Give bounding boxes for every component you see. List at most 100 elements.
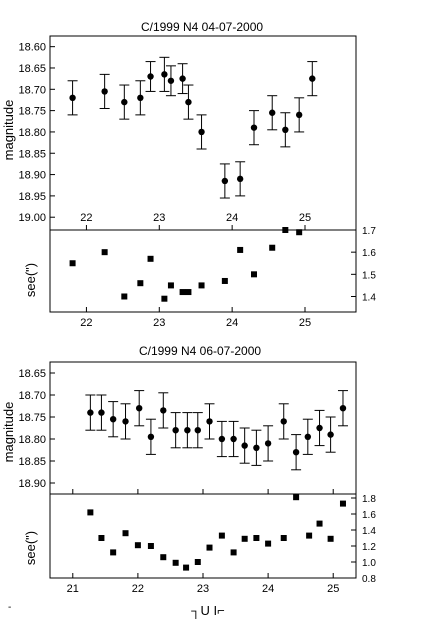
y-tick-label: 18.90 bbox=[18, 170, 46, 182]
data-point bbox=[265, 540, 272, 547]
data-point bbox=[206, 418, 213, 425]
y-tick-label: 18.70 bbox=[18, 390, 46, 402]
data-point bbox=[122, 530, 129, 537]
data-point bbox=[135, 405, 143, 412]
y-tick-label: 18.75 bbox=[18, 412, 46, 424]
data-point bbox=[282, 227, 289, 233]
footer-stray-mark: - bbox=[8, 602, 11, 613]
panel-3-ylabel: magnitude bbox=[1, 402, 16, 463]
data-point bbox=[282, 126, 289, 134]
y-tick-label: 18.95 bbox=[18, 191, 46, 203]
data-point bbox=[198, 128, 205, 136]
x-tick-label: 23 bbox=[197, 583, 209, 595]
data-point bbox=[280, 535, 287, 541]
panel-1-magnitude-04-07-2000: C/1999 N4 04-07-2000 magnitude 18.60 18.6… bbox=[1, 20, 357, 231]
y-tick-label: 1.2 bbox=[362, 542, 376, 553]
panel-3-frame bbox=[49, 361, 357, 495]
data-point bbox=[160, 554, 167, 561]
data-point bbox=[184, 427, 191, 434]
y-tick-label: 0.8 bbox=[362, 574, 376, 585]
x-tick-label: 22 bbox=[80, 212, 92, 224]
data-point bbox=[293, 494, 300, 501]
data-point bbox=[167, 77, 175, 84]
data-point bbox=[198, 282, 205, 289]
data-point bbox=[69, 94, 76, 102]
data-point bbox=[134, 542, 141, 549]
y-tick-label: 18.75 bbox=[18, 106, 46, 118]
data-point bbox=[121, 293, 128, 300]
x-tick-label: 22 bbox=[132, 583, 144, 595]
data-point bbox=[237, 246, 244, 253]
panel-3-magnitude-06-07-2000: C/1999 N4 06-07-2000 magnitude 18.65 18.7… bbox=[1, 344, 357, 495]
data-point bbox=[137, 94, 144, 102]
x-tick-label: 24 bbox=[262, 583, 274, 595]
x-tick-label: 21 bbox=[67, 583, 79, 595]
y-tick-label: 1.6 bbox=[362, 248, 376, 259]
data-point bbox=[137, 280, 144, 287]
data-point bbox=[292, 449, 300, 456]
data-point bbox=[327, 535, 334, 542]
data-point bbox=[327, 431, 334, 438]
data-point bbox=[185, 98, 192, 106]
data-point bbox=[218, 435, 226, 443]
data-point bbox=[316, 424, 323, 432]
data-point bbox=[109, 416, 117, 423]
data-point bbox=[121, 98, 128, 106]
data-point bbox=[147, 543, 154, 549]
data-point bbox=[309, 75, 316, 82]
data-point bbox=[98, 535, 105, 541]
y-tick-label: 18.65 bbox=[18, 63, 46, 75]
y-tick-label: 18.70 bbox=[18, 84, 46, 96]
data-point bbox=[147, 255, 154, 262]
panel-4-ylabel: see(") bbox=[23, 531, 38, 565]
data-point bbox=[339, 405, 347, 412]
data-point bbox=[304, 433, 312, 440]
panel-2-seeing-04-07-2000: see(") 1.4 1.5 1.6 1.7 22 23 24 25 bbox=[23, 226, 376, 329]
data-point bbox=[147, 73, 154, 80]
data-point bbox=[179, 289, 186, 296]
data-point bbox=[241, 535, 248, 542]
y-tick-label: 1.0 bbox=[362, 558, 376, 569]
y-tick-label: 19.00 bbox=[18, 212, 46, 224]
x-tick-label: 25 bbox=[327, 583, 339, 595]
x-tick-label: 22 bbox=[80, 317, 92, 329]
data-point bbox=[161, 71, 168, 78]
data-point bbox=[241, 442, 248, 449]
data-point bbox=[160, 407, 167, 414]
data-point bbox=[230, 549, 237, 556]
data-point bbox=[101, 249, 108, 256]
data-point bbox=[194, 559, 201, 565]
panel-4-seeing-06-07-2000: see(") 0.8 1.0 1.2 1.4 1.6 1.8 21 22 23 24 25 bbox=[23, 493, 376, 595]
x-tick-label: 23 bbox=[153, 317, 165, 329]
data-point bbox=[250, 124, 258, 131]
panel-2-ylabel: see(") bbox=[23, 263, 38, 297]
y-tick-label: 18.80 bbox=[18, 127, 46, 139]
data-point bbox=[206, 544, 213, 551]
data-point bbox=[296, 229, 303, 236]
y-tick-label: 18.65 bbox=[18, 368, 46, 380]
data-point bbox=[167, 282, 174, 289]
data-point bbox=[185, 289, 192, 296]
y-tick-label: 1.4 bbox=[362, 292, 376, 303]
panel-3-title: C/1999 N4 06-07-2000 bbox=[139, 344, 261, 358]
y-tick-label: 1.8 bbox=[362, 494, 376, 505]
data-point bbox=[269, 244, 276, 251]
data-point bbox=[110, 549, 117, 556]
data-point bbox=[194, 427, 201, 434]
data-point bbox=[221, 277, 228, 284]
data-point bbox=[280, 418, 287, 425]
data-point bbox=[87, 409, 94, 416]
data-point bbox=[221, 177, 229, 185]
data-point bbox=[316, 520, 323, 527]
data-point bbox=[183, 564, 190, 571]
data-point bbox=[69, 260, 76, 267]
data-point bbox=[264, 440, 272, 447]
panel-1-title: C/1999 N4 04-07-2000 bbox=[141, 20, 263, 34]
data-point bbox=[147, 433, 155, 440]
y-tick-label: 1.4 bbox=[362, 526, 376, 537]
data-point bbox=[306, 532, 313, 539]
data-point bbox=[122, 418, 129, 425]
footer-glyph: ┐U I⌐ bbox=[190, 603, 225, 620]
y-tick-label: 18.85 bbox=[18, 456, 46, 468]
data-point bbox=[218, 532, 225, 539]
